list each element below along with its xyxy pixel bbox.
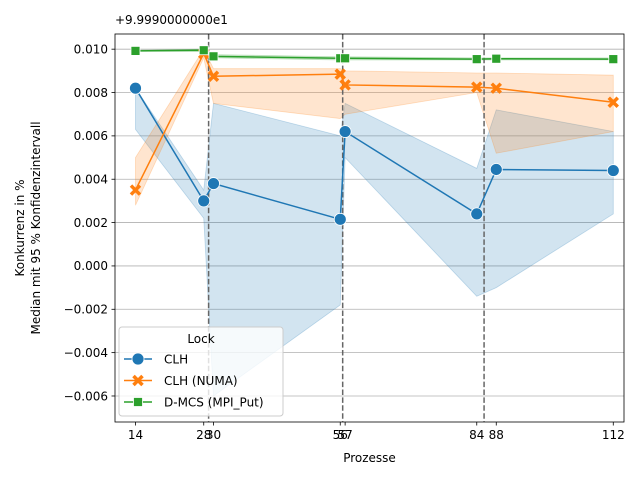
- y-tick-label-0: −0.006: [64, 389, 108, 403]
- data-point-s2-4: [340, 53, 351, 64]
- legend: Lock CLH CLH (NUMA) D-MCS (MPI_Put): [118, 326, 284, 417]
- y-axis-ticks: −0.006 −0.004 −0.002 0.000 0.002 0.004 0.006 0.…: [64, 42, 115, 403]
- vertical-reference-lines: [207, 34, 485, 422]
- data-point-s1-3: [334, 68, 346, 80]
- legend-label-2: D-MCS (MPI_Put): [164, 395, 264, 409]
- data-point-s0-2: [207, 177, 220, 190]
- data-point-s1-0: [129, 184, 142, 196]
- data-point-s0-7: [606, 164, 620, 177]
- data-point-s2-5: [471, 54, 482, 65]
- legend-label-0: CLH: [164, 352, 188, 366]
- legend-entry-0: CLH: [124, 352, 188, 366]
- x-axis-label: Prozesse: [343, 451, 396, 465]
- data-point-s2-2: [208, 51, 219, 62]
- x-tick-label-5: 84: [469, 428, 484, 442]
- data-point-s1-2: [207, 70, 220, 83]
- data-point-s2-0: [130, 46, 141, 56]
- data-point-s0-1: [197, 194, 211, 208]
- y-tick-label-5: 0.004: [74, 173, 108, 187]
- data-point-s1-7-stroke-b: [607, 96, 620, 109]
- y-tick-label-1: −0.004: [64, 346, 108, 360]
- data-point-s1-3-stroke-b: [334, 68, 346, 80]
- x-tick-label-1: 28: [196, 428, 211, 442]
- data-point-s1-6-stroke-b: [490, 82, 502, 94]
- legend-label-1: CLH (NUMA): [164, 374, 238, 388]
- y-axis-label-line-1: Konkurrenz in %: [13, 179, 27, 276]
- legend-box: [118, 326, 284, 417]
- x-tick-label-3: 56: [333, 428, 348, 442]
- legend-entry-1: CLH (NUMA): [124, 374, 238, 388]
- data-point-s2-6: [491, 53, 502, 64]
- legend-marker-0: [131, 352, 145, 366]
- series-markers: [129, 45, 620, 226]
- x-tick-label-2: 30: [206, 428, 221, 442]
- data-point-s1-7: [607, 96, 620, 109]
- data-point-s1-6: [490, 82, 502, 94]
- data-point-s0-4: [338, 125, 352, 138]
- y-tick-label-4: 0.002: [74, 216, 108, 230]
- data-point-s1-5-stroke-b: [471, 81, 483, 93]
- legend-marker-1-stroke-b: [132, 374, 144, 387]
- legend-entry-2: D-MCS (MPI_Put): [124, 395, 264, 409]
- y-tick-label-3: 0.000: [74, 259, 108, 273]
- data-point-s0-3: [333, 212, 347, 226]
- data-point-s1-0-stroke-b: [129, 184, 142, 196]
- x-tick-label-7: 112: [602, 428, 625, 442]
- x-tick-label-6: 88: [489, 428, 504, 442]
- data-point-s2-1: [198, 45, 209, 56]
- legend-title: Lock: [187, 332, 214, 346]
- data-point-s0-0: [129, 81, 142, 95]
- legend-entries: CLH CLH (NUMA) D-MCS (MPI_Put): [124, 352, 264, 409]
- y-tick-label-2: −0.002: [64, 303, 108, 317]
- data-point-s0-6: [489, 163, 503, 176]
- legend-marker-1: [132, 374, 144, 387]
- data-point-s1-4-stroke-b: [339, 79, 351, 91]
- y-tick-label-7: 0.008: [74, 86, 108, 100]
- y-axis-label-line-2: Median mit 95 % Konfidenzintervall: [29, 121, 43, 334]
- plot-frame: [114, 33, 625, 423]
- data-point-s1-5: [471, 81, 483, 93]
- data-point-s0-5: [470, 207, 484, 221]
- y-offset-label: +9.9990000000e1: [115, 13, 228, 27]
- y-tick-label-8: 0.010: [74, 42, 108, 56]
- y-tick-label-6: 0.006: [74, 129, 108, 143]
- data-point-s2-7: [608, 54, 619, 65]
- legend-marker-2: [133, 397, 143, 407]
- data-point-s1-4: [339, 79, 351, 91]
- x-tick-label-0: 14: [128, 428, 143, 442]
- x-tick-label-4: 57: [337, 428, 352, 442]
- data-point-s1-2-stroke-b: [207, 70, 220, 83]
